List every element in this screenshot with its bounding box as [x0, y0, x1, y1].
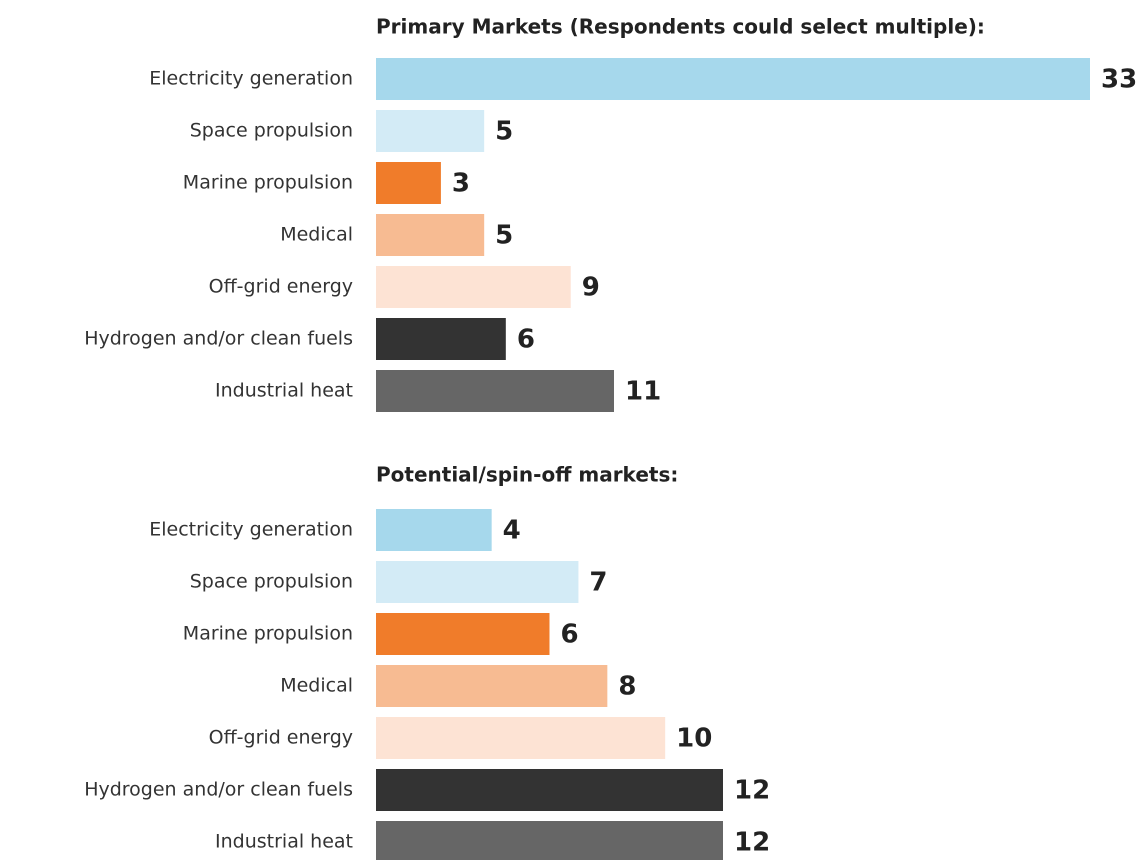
value-label: 5	[495, 117, 513, 147]
category-label: Hydrogen and/or clean fuels	[84, 328, 353, 350]
category-label: Medical	[280, 675, 353, 697]
category-label: Off-grid energy	[209, 276, 353, 298]
bar	[376, 769, 723, 811]
bar	[376, 717, 666, 759]
bar	[376, 318, 506, 360]
category-label: Marine propulsion	[183, 623, 353, 645]
category-label: Space propulsion	[190, 571, 353, 593]
bar	[376, 561, 579, 603]
bar	[376, 821, 723, 860]
value-label: 3	[452, 169, 470, 199]
value-label: 9	[582, 273, 600, 303]
value-label: 12	[734, 776, 770, 806]
value-label: 8	[618, 672, 636, 702]
category-label: Space propulsion	[190, 120, 353, 142]
value-label: 4	[503, 516, 521, 546]
bar	[376, 162, 441, 204]
value-label: 33	[1101, 65, 1137, 95]
bar	[376, 509, 492, 551]
bar	[376, 266, 571, 308]
value-label: 10	[676, 724, 712, 754]
bar	[376, 58, 1090, 100]
bar	[376, 665, 608, 707]
category-label: Hydrogen and/or clean fuels	[84, 779, 353, 801]
chart-title: Potential/spin-off markets:	[376, 463, 678, 487]
bar	[376, 214, 485, 256]
category-label: Electricity generation	[149, 68, 353, 90]
bar	[376, 110, 485, 152]
category-label: Off-grid energy	[209, 727, 353, 749]
category-label: Marine propulsion	[183, 172, 353, 194]
value-label: 6	[561, 620, 579, 650]
bar	[376, 370, 614, 412]
chart-title: Primary Markets (Respondents could selec…	[376, 15, 985, 39]
value-label: 5	[495, 221, 513, 251]
category-label: Electricity generation	[149, 519, 353, 541]
category-label: Medical	[280, 224, 353, 246]
value-label: 12	[734, 828, 770, 858]
bar	[376, 613, 550, 655]
value-label: 7	[589, 568, 607, 598]
category-label: Industrial heat	[215, 831, 353, 853]
category-label: Industrial heat	[215, 380, 353, 402]
value-label: 6	[517, 325, 535, 355]
value-label: 11	[625, 377, 661, 407]
